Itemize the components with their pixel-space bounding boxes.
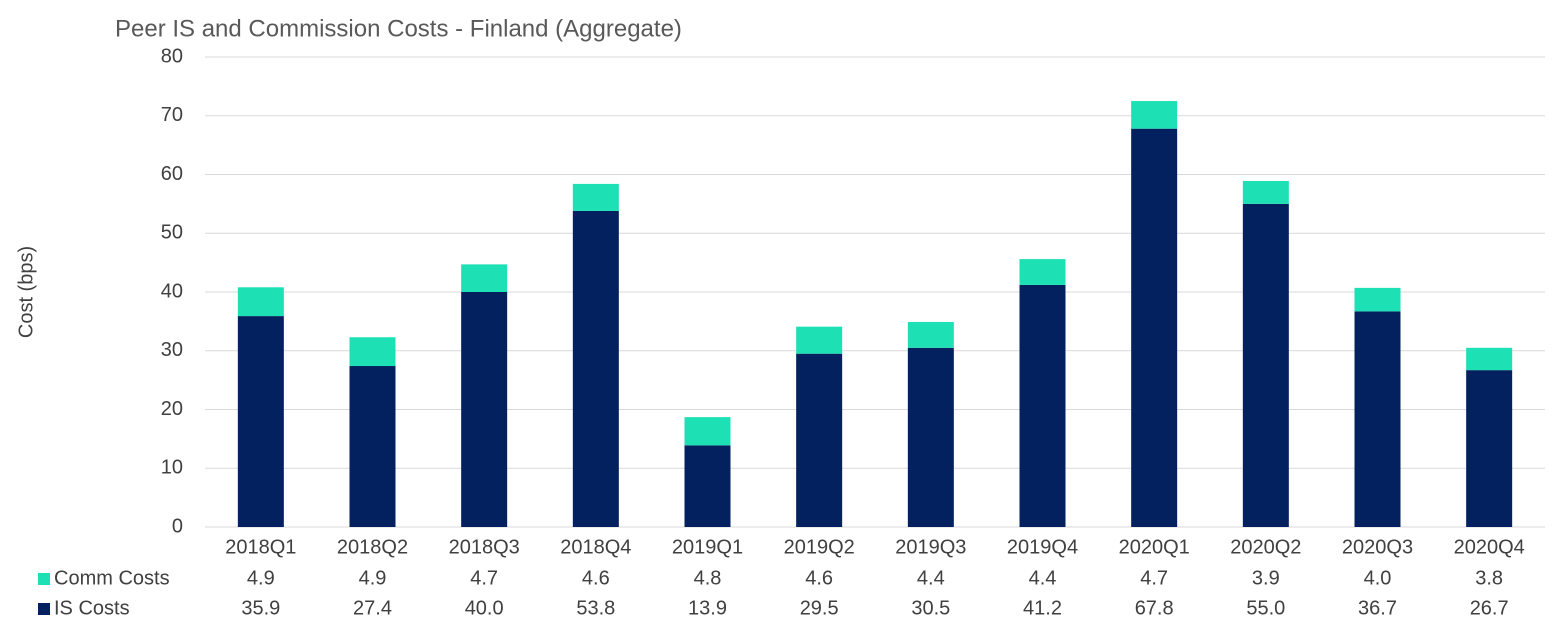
legend-swatch: [38, 603, 50, 615]
x-tick-label: 2018Q3: [449, 536, 520, 558]
bar-segment: [796, 326, 843, 354]
chart-title: Peer IS and Commission Costs - Finland (…: [115, 15, 682, 42]
y-tick-label: 30: [161, 339, 183, 361]
data-label: 4.7: [1140, 567, 1168, 589]
bar-segment: [349, 366, 396, 527]
data-label: 4.4: [917, 567, 945, 589]
x-tick-label: 2019Q3: [895, 536, 966, 558]
bar-segment: [796, 353, 843, 527]
data-label: 4.6: [805, 567, 833, 589]
data-label: 4.9: [359, 567, 387, 589]
data-label: 4.9: [247, 567, 275, 589]
bar-segment: [461, 292, 508, 527]
data-label: 3.9: [1252, 567, 1280, 589]
data-label: 13.9: [688, 597, 727, 619]
data-label: 55.0: [1246, 597, 1285, 619]
x-tick-label: 2020Q3: [1342, 536, 1413, 558]
data-label: 67.8: [1135, 597, 1174, 619]
bar-segment: [1354, 311, 1401, 527]
data-label: 53.8: [576, 597, 615, 619]
bar-segment: [1131, 101, 1178, 129]
data-label: 30.5: [911, 597, 950, 619]
x-tick-label: 2019Q1: [672, 536, 743, 558]
data-label: 4.8: [694, 567, 722, 589]
bar-segment: [1019, 284, 1066, 527]
y-tick-label: 50: [161, 222, 183, 244]
bar-segment: [907, 321, 954, 348]
x-tick-label: 2020Q1: [1119, 536, 1190, 558]
legend-label: Comm Costs: [54, 567, 170, 589]
bar-segment: [1466, 370, 1513, 527]
data-label: 36.7: [1358, 597, 1397, 619]
y-tick-label: 40: [161, 280, 183, 302]
data-label: 26.7: [1470, 597, 1509, 619]
bar-segment: [907, 347, 954, 527]
data-label: 27.4: [353, 597, 392, 619]
data-label: 40.0: [465, 597, 504, 619]
bar-segment: [572, 183, 619, 211]
legend-swatch: [38, 573, 50, 585]
data-label: 4.7: [470, 567, 498, 589]
y-tick-label: 60: [161, 163, 183, 185]
bar-segment: [572, 210, 619, 528]
y-tick-label: 0: [172, 515, 183, 537]
x-tick-label: 2020Q2: [1230, 536, 1301, 558]
bar-segment: [684, 417, 731, 446]
bar-segment: [1354, 287, 1401, 312]
data-label: 29.5: [800, 597, 839, 619]
bar-segment: [461, 264, 508, 292]
data-label: 4.4: [1029, 567, 1057, 589]
y-tick-label: 10: [161, 457, 183, 479]
x-tick-label: 2018Q1: [225, 536, 296, 558]
bar-segment: [1242, 203, 1289, 527]
y-tick-label: 80: [161, 45, 183, 67]
bar-segment: [684, 445, 731, 527]
x-tick-label: 2019Q4: [1007, 536, 1078, 558]
x-tick-label: 2018Q2: [337, 536, 408, 558]
x-tick-label: 2020Q4: [1454, 536, 1525, 558]
y-tick-label: 20: [161, 398, 183, 420]
legend-label: IS Costs: [54, 597, 130, 619]
data-label: 3.8: [1475, 567, 1503, 589]
data-label: 4.0: [1364, 567, 1392, 589]
y-tick-label: 70: [161, 104, 183, 126]
bar-segment: [237, 287, 284, 317]
bar-segment: [1466, 347, 1513, 371]
bar-segment: [1019, 259, 1066, 285]
bar-segment: [1131, 128, 1178, 528]
y-axis-label: Cost (bps): [15, 246, 37, 338]
bar-segment: [1242, 180, 1289, 204]
data-label: 35.9: [241, 597, 280, 619]
data-label: 4.6: [582, 567, 610, 589]
data-label: 41.2: [1023, 597, 1062, 619]
x-tick-label: 2019Q2: [784, 536, 855, 558]
x-tick-label: 2018Q4: [560, 536, 631, 558]
bar-segment: [349, 337, 396, 367]
bar-segment: [237, 316, 284, 527]
